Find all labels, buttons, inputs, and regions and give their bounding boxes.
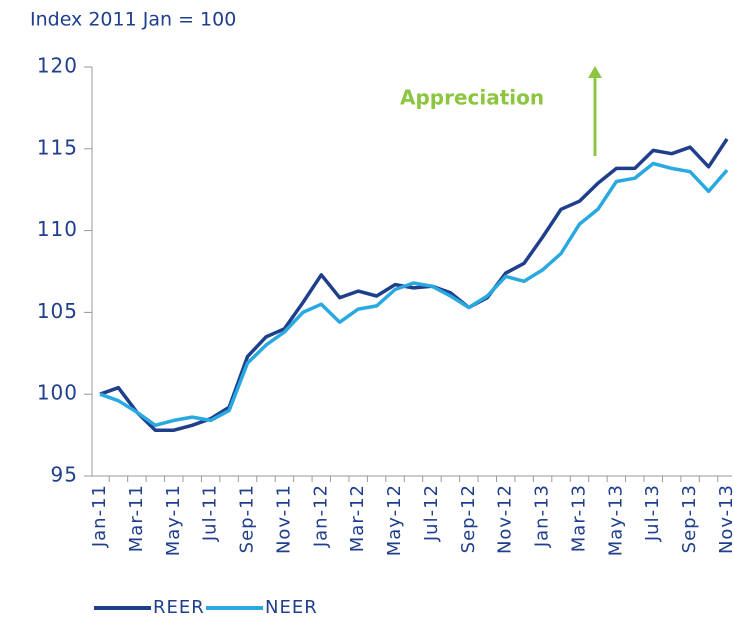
y-tick-label: 100	[37, 381, 78, 405]
y-tick-label: 115	[37, 135, 78, 159]
x-tick-label: May-13	[605, 484, 626, 556]
x-tick-label: Sep-12	[458, 484, 479, 553]
x-tick-label: Mar-12	[347, 484, 368, 552]
x-tick-label: Mar-11	[126, 484, 147, 552]
x-tick-label: Sep-11	[237, 484, 258, 553]
x-tick-label: Jan-12	[310, 484, 331, 548]
y-tick-label: 95	[51, 463, 78, 487]
x-tick-label: Sep-13	[679, 484, 700, 553]
x-tick-label: Jul-12	[421, 484, 442, 542]
x-tick-label: Jan-11	[89, 484, 110, 548]
legend-label: REER	[153, 597, 205, 618]
annotation: Appreciation	[400, 86, 544, 110]
series-line	[99, 161, 729, 428]
x-tick-label: Jul-11	[200, 484, 221, 542]
x-tick-label: Nov-12	[495, 484, 516, 554]
x-tick-label: Nov-13	[716, 484, 734, 554]
x-tick-label: Jul-13	[642, 484, 663, 542]
y-tick-label: 120	[37, 54, 78, 78]
y-axis-label: Index 2011 Jan = 100	[30, 9, 236, 31]
x-tick-label: May-11	[163, 484, 184, 556]
y-tick-label: 105	[37, 299, 78, 323]
annotation-arrowhead	[588, 66, 602, 78]
x-tick-label: May-12	[384, 484, 405, 556]
y-tick-label: 110	[37, 217, 78, 241]
x-tick-label: Mar-13	[568, 484, 589, 552]
legend-label: NEER	[265, 597, 318, 618]
x-tick-label: Nov-11	[273, 484, 294, 554]
x-tick-label: Jan-13	[532, 484, 553, 548]
